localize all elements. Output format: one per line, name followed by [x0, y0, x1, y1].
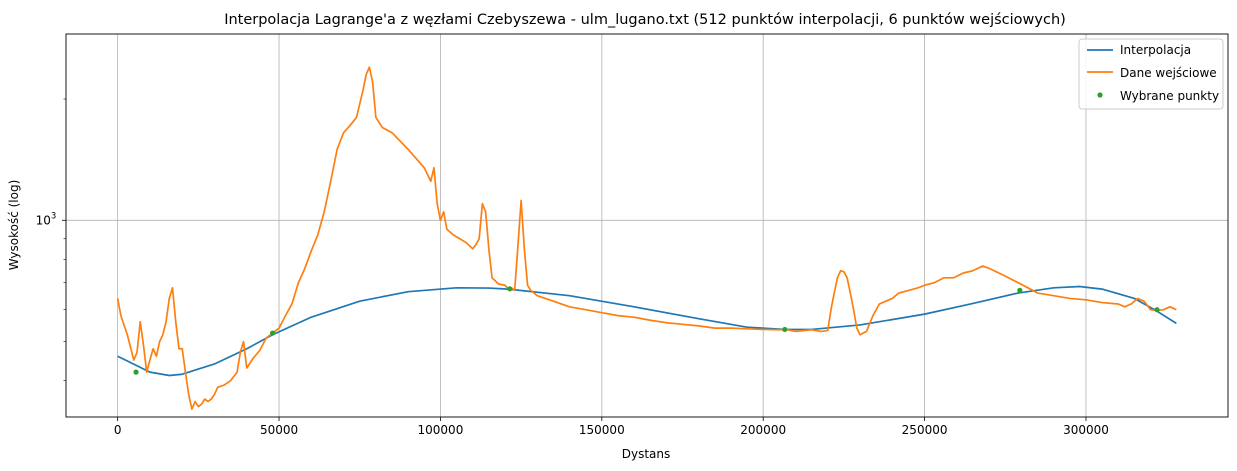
selected-point: [1154, 307, 1160, 313]
series-layer: [116, 66, 1177, 410]
legend: Interpolacja Dane wejściowe Wybrane punk…: [1078, 38, 1224, 110]
legend-swatch-selected: [1097, 92, 1103, 98]
series-line-input: [116, 66, 1177, 410]
x-tick-label: 200000: [740, 423, 786, 437]
y-tick-label: 103: [36, 211, 57, 227]
x-tick-label: 0: [114, 423, 122, 437]
x-axis-title: Dystans: [622, 447, 671, 461]
x-tick-label: 250000: [902, 423, 948, 437]
plot-frame: [65, 33, 1229, 418]
legend-label-interpolation: Interpolacja: [1120, 43, 1191, 57]
selected-point: [133, 369, 139, 375]
x-tick-label: 100000: [418, 423, 464, 437]
x-tick-label: 50000: [260, 423, 298, 437]
x-tick-label: 150000: [579, 423, 625, 437]
legend-label-input: Dane wejściowe: [1120, 66, 1217, 80]
chart-title: Interpolacja Lagrange'a z węzłami Czebys…: [224, 12, 1066, 28]
ticks-layer: 0 50000 100000 150000 200000 250000 300000 103: [36, 98, 1109, 437]
y-axis-title: Wysokość (log): [7, 180, 21, 271]
legend-label-selected: Wybrane punkty: [1120, 89, 1219, 103]
x-tick-label: 300000: [1063, 423, 1109, 437]
series-line-interpolation: [117, 285, 1177, 377]
legend-box: [1078, 38, 1224, 110]
selected-point: [507, 286, 513, 292]
selected-point: [1017, 287, 1023, 293]
grid-layer: [66, 34, 1228, 417]
selected-point: [269, 330, 276, 336]
selected-point: [782, 326, 788, 333]
